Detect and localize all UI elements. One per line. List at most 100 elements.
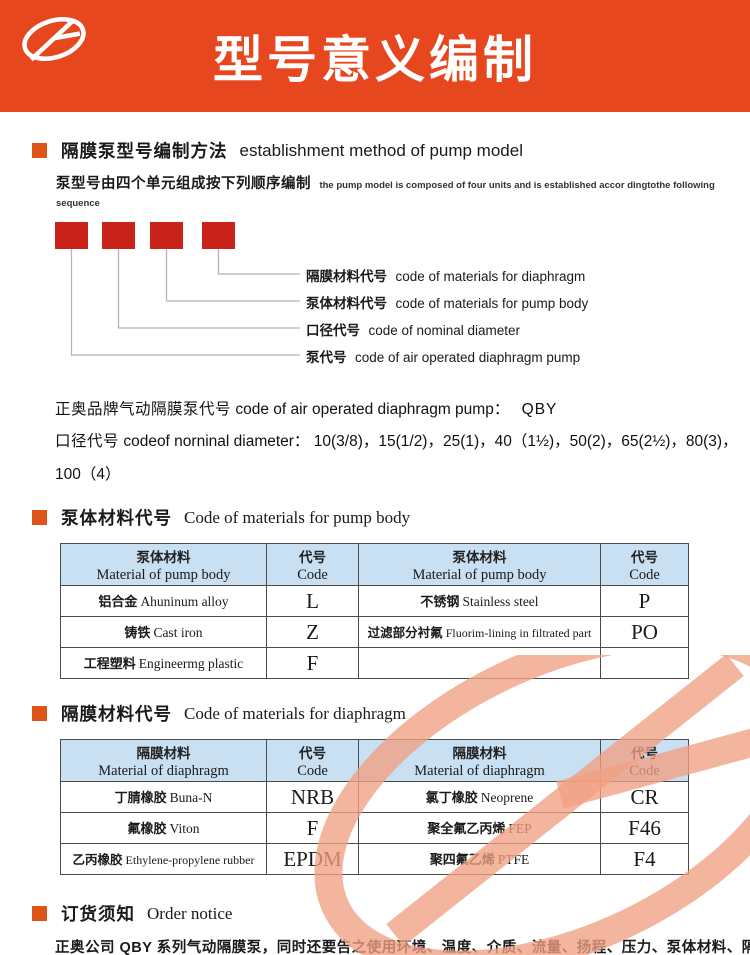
header-en: Material of pump body bbox=[412, 566, 547, 583]
material-en: Stainless steel bbox=[462, 594, 539, 609]
section-heading-en: Order notice bbox=[147, 903, 233, 923]
section-diaphragm: 隔膜材料代号 Code of materials for diaphragm 隔… bbox=[0, 701, 750, 875]
label-en: code of materials for pump body bbox=[395, 296, 589, 311]
header-cell-code: 代号 Code bbox=[266, 543, 359, 586]
section-heading-cn: 订货须知 bbox=[61, 904, 135, 924]
pump-code-value: QBY bbox=[521, 401, 558, 418]
material-cell: 铸铁 Cast iron bbox=[60, 616, 267, 648]
order-text-cn: 正奥公司 QBY 系列气动隔膜泵，同时还要告之使用环境、温度、介质、流量、扬程、… bbox=[55, 940, 750, 955]
header-en: Material of pump body bbox=[96, 566, 231, 583]
material-cell: 乙丙橡胶 Ethylene-propylene rubber bbox=[60, 843, 267, 875]
table-header-row: 隔膜材料 Material of diaphragm 代号 Code 隔膜材料 Mat… bbox=[60, 739, 689, 782]
header-cn: 代号 bbox=[299, 549, 326, 565]
diagram-label-diaphragm: 隔膜材料代号 code of materials for diaphragm bbox=[306, 265, 585, 286]
material-cn: 聚四氟乙烯 bbox=[429, 852, 495, 867]
label-cn: 隔膜材料代号 bbox=[306, 269, 387, 284]
header-cn: 隔膜材料 bbox=[452, 745, 507, 761]
header-en: Code bbox=[297, 566, 328, 583]
material-cn: 氟橡胶 bbox=[127, 821, 167, 836]
diaphragm-table: 隔膜材料 Material of diaphragm 代号 Code 隔膜材料 Mat… bbox=[60, 739, 689, 875]
header-cn: 泵体材料 bbox=[136, 549, 191, 565]
section-bullet-icon bbox=[32, 143, 47, 158]
material-en: Fluorim-lining in filtrated part bbox=[445, 626, 592, 640]
method-subtitle: 泵型号由四个单元组成按下列顺序编制 the pump model is comp… bbox=[56, 172, 750, 211]
code-cell: PO bbox=[600, 616, 689, 648]
material-cell: 过滤部分衬氟 Fluorim-lining in filtrated part bbox=[358, 616, 601, 648]
method-subtitle-en: the pump model is composed of four units… bbox=[56, 180, 715, 209]
model-code-diagram: 隔膜材料代号 code of materials for diaphragm 泵… bbox=[55, 222, 750, 372]
table-row: 丁腈橡胶 Buna-N NRB 氯丁橡胶 Neoprene CR bbox=[60, 781, 689, 813]
table-header-row: 泵体材料 Material of pump body 代号 Code 泵体材料 Mat… bbox=[60, 543, 689, 586]
section-bullet-icon bbox=[32, 510, 47, 525]
code-cell: CR bbox=[600, 781, 689, 813]
header-cell-material: 隔膜材料 Material of diaphragm bbox=[358, 739, 601, 782]
label-cn: 口径代号 bbox=[306, 323, 360, 338]
pump-code-line: 正奥品牌气动隔膜泵代号 code of air operated diaphra… bbox=[55, 397, 750, 419]
table-row: 乙丙橡胶 Ethylene-propylene rubber EPDM 聚四氟乙烯… bbox=[60, 843, 689, 875]
diagram-label-diameter: 口径代号 code of nominal diameter bbox=[306, 319, 520, 340]
header-cell-material: 泵体材料 Material of pump body bbox=[358, 543, 601, 586]
diameter-cn: 口径代号 bbox=[55, 433, 120, 450]
material-cn: 工程塑料 bbox=[83, 656, 136, 671]
code-cell: NRB bbox=[266, 781, 359, 813]
header-cn: 隔膜材料 bbox=[136, 745, 191, 761]
pump-code-en: code of air operated diaphragm pump： bbox=[235, 401, 510, 418]
code-cell: Z bbox=[266, 616, 359, 648]
table-row: 铝合金 Ahuninum alloy L 不锈钢 Stainless steel P bbox=[60, 585, 689, 617]
diameter-en: codeof norninal diameter： bbox=[123, 433, 310, 450]
material-en: Buna-N bbox=[169, 790, 213, 805]
code-cell: F bbox=[266, 812, 359, 844]
header-cell-code: 代号 Code bbox=[266, 739, 359, 782]
code-cell: F46 bbox=[600, 812, 689, 844]
diameter-line-cont: 100（4） bbox=[55, 466, 121, 483]
diameter-line: 口径代号 codeof norninal diameter： 10(3/8)，1… bbox=[55, 429, 750, 451]
section-bullet-icon bbox=[32, 706, 47, 721]
diameter-values: 10(3/8)，15(1/2)，25(1)，40（1½)，50(2)，65(2½… bbox=[313, 433, 738, 450]
diagram-label-pump-code: 泵代号 code of air operated diaphragm pump bbox=[306, 346, 580, 367]
header-cn: 代号 bbox=[631, 745, 658, 761]
section-heading-en: Code of materials for diaphragm bbox=[184, 703, 406, 723]
material-cn: 过滤部分衬氟 bbox=[367, 626, 443, 640]
pump-body-table: 泵体材料 Material of pump body 代号 Code 泵体材料 Mat… bbox=[60, 543, 689, 679]
model-unit-box-3 bbox=[150, 222, 183, 249]
material-cell: 氯丁橡胶 Neoprene bbox=[358, 781, 601, 813]
material-en: Neoprene bbox=[480, 790, 534, 805]
section-heading-cn: 隔膜材料代号 bbox=[61, 704, 172, 724]
table-row: 铸铁 Cast iron Z 过滤部分衬氟 Fluorim-lining in fi… bbox=[60, 616, 689, 648]
material-en: Viton bbox=[169, 821, 200, 836]
model-unit-box-4 bbox=[202, 222, 235, 249]
model-unit-box-2 bbox=[102, 222, 135, 249]
header-cn: 泵体材料 bbox=[452, 549, 507, 565]
section-order-heading: 订货须知 Order notice bbox=[32, 901, 750, 926]
header-cell-code: 代号 Code bbox=[600, 739, 689, 782]
connector-lines bbox=[70, 249, 300, 356]
section-method-heading: 隔膜泵型号编制方法 establishment method of pump m… bbox=[32, 138, 750, 163]
material-cn: 铝合金 bbox=[98, 594, 138, 609]
header-banner: 型号意义编制 bbox=[0, 0, 750, 112]
method-subtitle-cn: 泵型号由四个单元组成按下列顺序编制 bbox=[56, 176, 311, 192]
material-en: Ahuninum alloy bbox=[140, 594, 229, 609]
table-row: 工程塑料 Engineermg plastic F bbox=[60, 647, 689, 679]
code-cell bbox=[600, 647, 689, 679]
diagram-label-pump-body: 泵体材料代号 code of materials for pump body bbox=[306, 292, 588, 313]
header-en: Code bbox=[629, 566, 660, 583]
material-cell: 工程塑料 Engineermg plastic bbox=[60, 647, 267, 679]
header-cell-code: 代号 Code bbox=[600, 543, 689, 586]
section-pump-body: 泵体材料代号 Code of materials for pump body 泵… bbox=[0, 505, 750, 679]
material-cell: 丁腈橡胶 Buna-N bbox=[60, 781, 267, 813]
code-cell: F bbox=[266, 647, 359, 679]
section-diaphragm-heading: 隔膜材料代号 Code of materials for diaphragm bbox=[32, 701, 750, 726]
material-cell bbox=[358, 647, 601, 679]
section-heading-en: establishment method of pump model bbox=[239, 140, 524, 160]
header-cn: 代号 bbox=[631, 549, 658, 565]
material-en: Cast iron bbox=[153, 625, 203, 640]
label-en: code of nominal diameter bbox=[368, 323, 521, 338]
material-cell: 不锈钢 Stainless steel bbox=[358, 585, 601, 617]
header-en: Code bbox=[629, 762, 660, 779]
label-cn: 泵体材料代号 bbox=[306, 296, 387, 311]
material-cell: 氟橡胶 Viton bbox=[60, 812, 267, 844]
material-cell: 聚全氟乙丙烯 FEP bbox=[358, 812, 601, 844]
header-cell-material: 泵体材料 Material of pump body bbox=[60, 543, 267, 586]
material-en: Engineermg plastic bbox=[138, 656, 244, 671]
header-cell-material: 隔膜材料 Material of diaphragm bbox=[60, 739, 267, 782]
